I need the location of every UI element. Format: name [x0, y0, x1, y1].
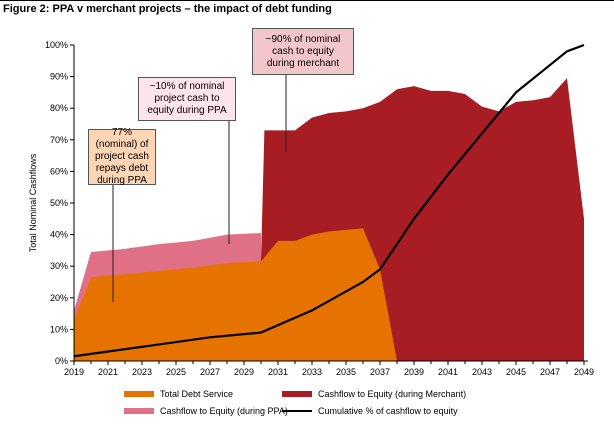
y-tick-label-2: 20% [50, 293, 68, 303]
x-tick-label-8: 2035 [336, 367, 356, 377]
legend-label-debt: Total Debt Service [160, 389, 234, 399]
x-tick-label-1: 2021 [98, 367, 118, 377]
y-tick-label-10: 100% [45, 40, 68, 50]
y-tick-label-8: 80% [50, 103, 68, 113]
y-tick-label-7: 70% [50, 135, 68, 145]
y-tick-label-3: 30% [50, 261, 68, 271]
x-tick-label-10: 2039 [404, 367, 424, 377]
y-axis-label: Total Nominal Cashflows [28, 153, 38, 252]
y-tick-label-4: 40% [50, 230, 68, 240]
series-line-cumulative [73, 43, 585, 358]
legend-item-equity-ppa: Cashflow to Equity (during PPA) [124, 406, 288, 416]
legend-label-equity-merchant: Cashflow to Equity (during Merchant) [318, 389, 467, 399]
x-tick-label-3: 2025 [166, 367, 186, 377]
legend-swatch-cumulative [282, 410, 312, 412]
callout-debt-ppa: 77% (nominal) of project cash repays deb… [88, 127, 156, 186]
callout-equity-merchant: ~90% of nominal cash to equity during me… [252, 28, 354, 75]
callout-equity-ppa: ~10% of nominal project cash to equity d… [138, 77, 236, 121]
legend-label-cumulative: Cumulative % of cashflow to equity [318, 406, 458, 416]
legend-item-cumulative: Cumulative % of cashflow to equity [282, 406, 458, 416]
x-tick-label-13: 2045 [506, 367, 526, 377]
x-tick-label-12: 2043 [472, 367, 492, 377]
figure-title: Figure 2: PPA v merchant projects – the … [3, 3, 332, 15]
y-tick-label-1: 10% [50, 324, 68, 334]
title-rule [0, 0, 614, 1]
legend-item-equity-merchant: Cashflow to Equity (during Merchant) [282, 389, 466, 399]
y-tick-label-5: 50% [50, 198, 68, 208]
y-tick-label-9: 90% [50, 72, 68, 82]
y-tick-label-6: 60% [50, 166, 68, 176]
legend-label-equity-ppa: Cashflow to Equity (during PPA) [160, 406, 288, 416]
x-tick-label-5: 2029 [234, 367, 254, 377]
legend-swatch-equity-merchant [282, 391, 312, 397]
x-tick-label-9: 2037 [370, 367, 390, 377]
y-tick-label-0: 0% [55, 356, 68, 366]
legend-item-debt: Total Debt Service [124, 389, 233, 399]
x-tick-label-0: 2019 [64, 367, 84, 377]
x-tick-label-11: 2041 [438, 367, 458, 377]
x-tick-label-14: 2047 [540, 367, 560, 377]
legend-swatch-equity-ppa [124, 408, 154, 414]
series-area-2 [74, 228, 397, 361]
legend-swatch-debt [124, 391, 154, 397]
x-tick-label-2: 2023 [132, 367, 152, 377]
x-tick-label-7: 2033 [302, 367, 322, 377]
x-tick-label-15: 2049 [574, 367, 594, 377]
x-tick-label-6: 2031 [268, 367, 288, 377]
x-tick-label-4: 2027 [200, 367, 220, 377]
